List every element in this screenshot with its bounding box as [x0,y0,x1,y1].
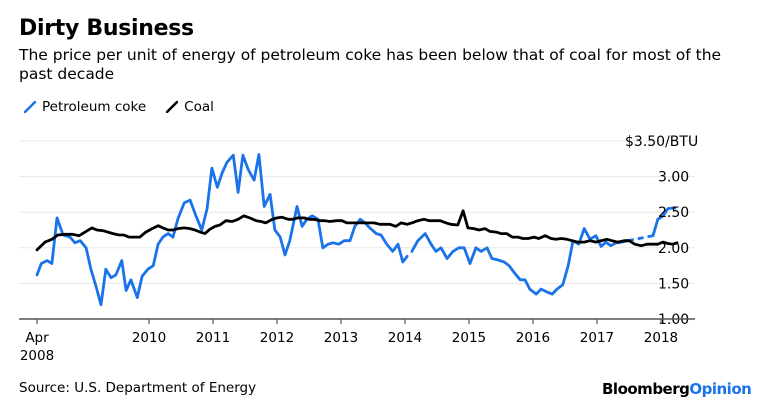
x-tick-label: 2018 [644,330,678,346]
brand-primary: Bloomberg [602,380,690,398]
legend: Petroleum coke Coal [24,99,214,115]
x-tick-label: 2015 [452,330,486,346]
chart-title: Dirty Business [19,16,194,41]
series-line-petroleum-coke [627,234,654,243]
y-tick-label: 3.00 [658,170,689,186]
coal-swatch-icon [166,101,179,113]
x-tick-label: Apr [25,330,49,346]
series-line-petroleum-coke [410,227,630,296]
x-tick-label: 2017 [580,330,614,346]
legend-label-petroleum-coke: Petroleum coke [42,99,147,115]
chart-subtitle: The price per unit of energy of petroleu… [19,46,722,83]
y-tick-label: 1.00 [658,312,689,328]
series-line-petroleum-coke [651,206,677,238]
petroleum-coke-swatch-icon [24,101,36,113]
series-line-coal [35,209,679,252]
series-line-petroleum-coke [35,153,409,307]
source-note: Source: U.S. Department of Energy [19,380,257,396]
x-tick-label: 2011 [196,330,230,346]
brand-secondary: Opinion [689,380,752,398]
y-tick-label: 2.50 [658,205,689,221]
legend-item-petroleum-coke: Petroleum coke [24,99,146,115]
x-tick-label-year: 2008 [20,348,54,364]
x-tick-label: 2010 [132,330,166,346]
y-tick-label: $3.50/BTU [625,134,698,150]
x-tick-label: 2016 [516,330,550,346]
x-tick-label: 2012 [260,330,294,346]
y-tick-label: 1.50 [658,276,689,292]
brand-logo: BloombergOpinion [602,380,752,398]
y-tick-label: 2.00 [658,241,689,257]
x-tick-label: 2014 [388,330,422,346]
x-tick-label: 2013 [324,330,358,346]
legend-item-coal: Coal [166,99,214,115]
legend-label-coal: Coal [184,99,214,115]
